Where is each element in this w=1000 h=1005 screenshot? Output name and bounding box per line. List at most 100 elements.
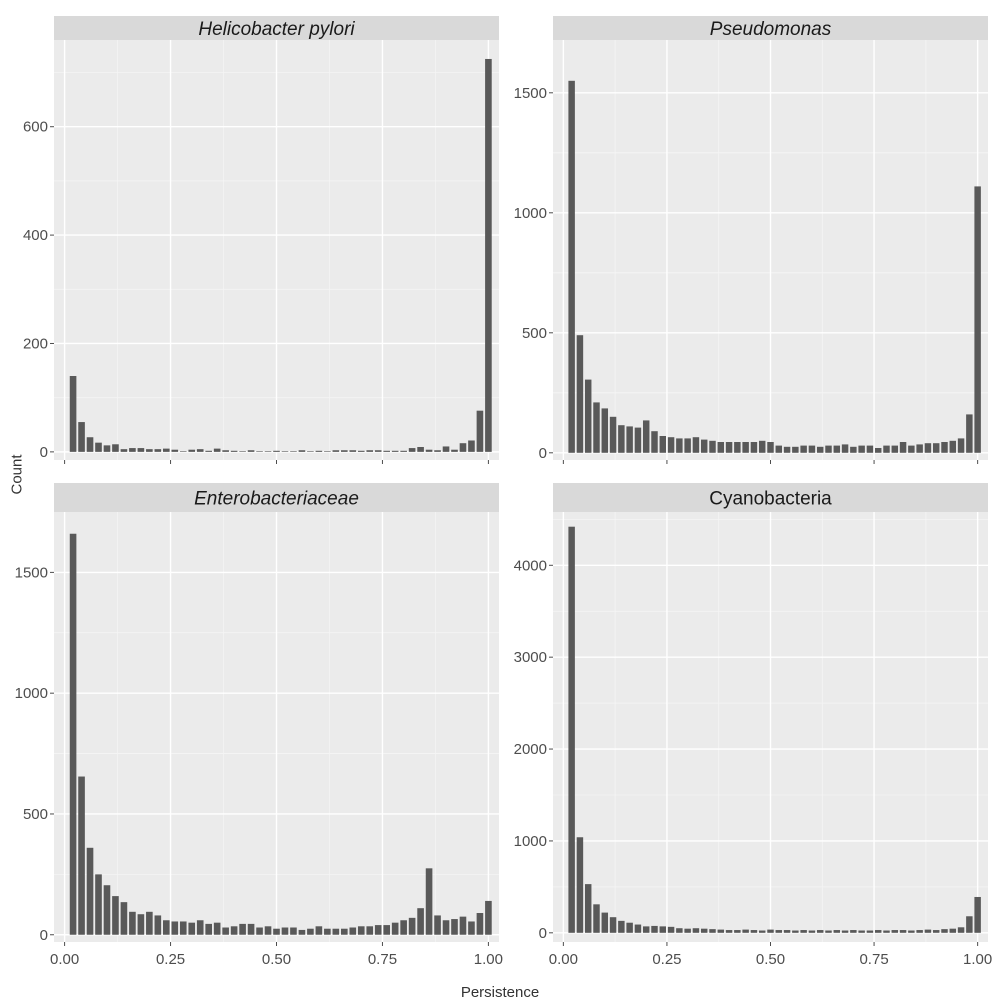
histogram-bar <box>247 923 255 935</box>
histogram-bar <box>700 928 708 933</box>
histogram-bar <box>341 450 348 452</box>
histogram-bar <box>391 450 399 452</box>
y-tick-label: 1000 <box>514 205 547 222</box>
histogram-bar <box>213 922 221 935</box>
histogram-bar <box>112 444 119 452</box>
histogram-bar <box>434 450 441 452</box>
x-tick-label: 0.75 <box>859 951 888 968</box>
histogram-bar <box>417 908 424 935</box>
histogram-bar <box>916 444 923 453</box>
y-tick-label: 0 <box>40 444 48 461</box>
histogram-bar <box>78 422 85 452</box>
histogram-bar <box>137 448 145 452</box>
histogram-bar <box>874 930 882 933</box>
histogram-bar <box>949 928 957 933</box>
y-tick-label: 500 <box>23 806 48 823</box>
histogram-bar <box>281 927 289 935</box>
histogram-bar <box>626 922 633 933</box>
y-tick-label: 200 <box>23 335 48 352</box>
y-tick-label: 0 <box>539 925 547 942</box>
x-tick-label: 1.00 <box>963 951 992 968</box>
y-tick-label: 3000 <box>514 649 547 666</box>
histogram-bar <box>800 930 807 933</box>
y-tick-label: 2000 <box>514 741 547 758</box>
histogram-bar <box>163 448 170 452</box>
histogram-bar <box>205 450 212 452</box>
histogram-bar <box>146 449 153 452</box>
histogram-bar <box>825 930 832 933</box>
y-axis-title: Count <box>8 454 26 495</box>
histogram-bar <box>451 919 458 935</box>
histogram-bar <box>459 916 467 935</box>
histogram-bar <box>120 449 128 452</box>
histogram-bar <box>442 920 450 935</box>
histogram-bar <box>341 928 348 935</box>
histogram-bar <box>196 920 204 935</box>
histogram-bar <box>222 450 229 452</box>
histogram-bar <box>298 450 306 452</box>
histogram-bar <box>374 925 382 935</box>
histogram-bar <box>941 442 948 453</box>
histogram-bar <box>866 930 874 933</box>
histogram-bar <box>924 443 932 453</box>
facet-strip <box>553 483 988 512</box>
panel-2: Pseudomonas 0 500 1000 1500 <box>514 16 988 464</box>
histogram-bar <box>800 445 807 453</box>
x-tick-label: 0.50 <box>756 951 785 968</box>
histogram-bar <box>357 926 365 935</box>
histogram-bar <box>667 437 675 453</box>
histogram-bar <box>468 440 475 452</box>
histogram-bar <box>717 929 725 933</box>
histogram-bar <box>634 924 642 933</box>
histogram-bar <box>734 930 741 933</box>
histogram-bar <box>408 917 416 935</box>
histogram-bar <box>103 445 111 452</box>
facet-title: Cyanobacteria <box>709 489 832 510</box>
histogram-bar <box>264 926 272 935</box>
histogram-bar <box>129 911 136 935</box>
histogram-bar <box>659 436 667 453</box>
x-tick-label: 0.50 <box>262 951 291 968</box>
histogram-bar <box>468 921 475 935</box>
histogram-bar <box>273 450 280 452</box>
y-tick-label: 1000 <box>15 685 48 702</box>
histogram-bar <box>874 448 882 453</box>
histogram-bar <box>601 408 609 453</box>
histogram-bar <box>966 916 973 933</box>
y-tick-label: 4000 <box>514 557 547 574</box>
histogram-bar <box>400 450 407 452</box>
histogram-bar <box>634 427 642 453</box>
histogram-bar <box>891 445 899 453</box>
histogram-bar <box>120 902 128 935</box>
histogram-bar <box>584 379 592 453</box>
histogram-bar <box>230 926 238 935</box>
y-tick-label: 0 <box>40 927 48 944</box>
histogram-bar <box>957 438 965 453</box>
histogram-bar <box>883 930 890 933</box>
histogram-bar <box>154 449 162 452</box>
histogram-bar <box>171 449 179 452</box>
x-tick-label: 1.00 <box>474 951 503 968</box>
histogram-bar <box>816 446 824 453</box>
histogram-bar <box>767 442 774 453</box>
facet-strip <box>553 16 988 40</box>
histogram-bar <box>850 930 857 933</box>
histogram-bar <box>899 442 907 453</box>
histogram-bar <box>485 58 492 452</box>
histogram-bar <box>642 420 650 453</box>
histogram-bar <box>179 921 187 935</box>
histogram-bar <box>908 445 915 453</box>
histogram-bar <box>709 929 716 933</box>
histogram-bar <box>651 431 658 453</box>
histogram-bar <box>618 920 625 933</box>
histogram-bar <box>684 928 691 933</box>
panel-1: Helicobacter pylori 0 200 400 600 <box>23 16 499 464</box>
histogram-bar <box>273 928 280 935</box>
histogram-bar <box>307 928 314 935</box>
histogram-bar <box>459 443 467 452</box>
histogram-bar <box>324 928 331 935</box>
histogram-bar <box>618 425 625 453</box>
facet-title: Pseudomonas <box>710 19 832 40</box>
histogram-bar <box>408 448 416 452</box>
histogram-bar <box>451 449 458 452</box>
